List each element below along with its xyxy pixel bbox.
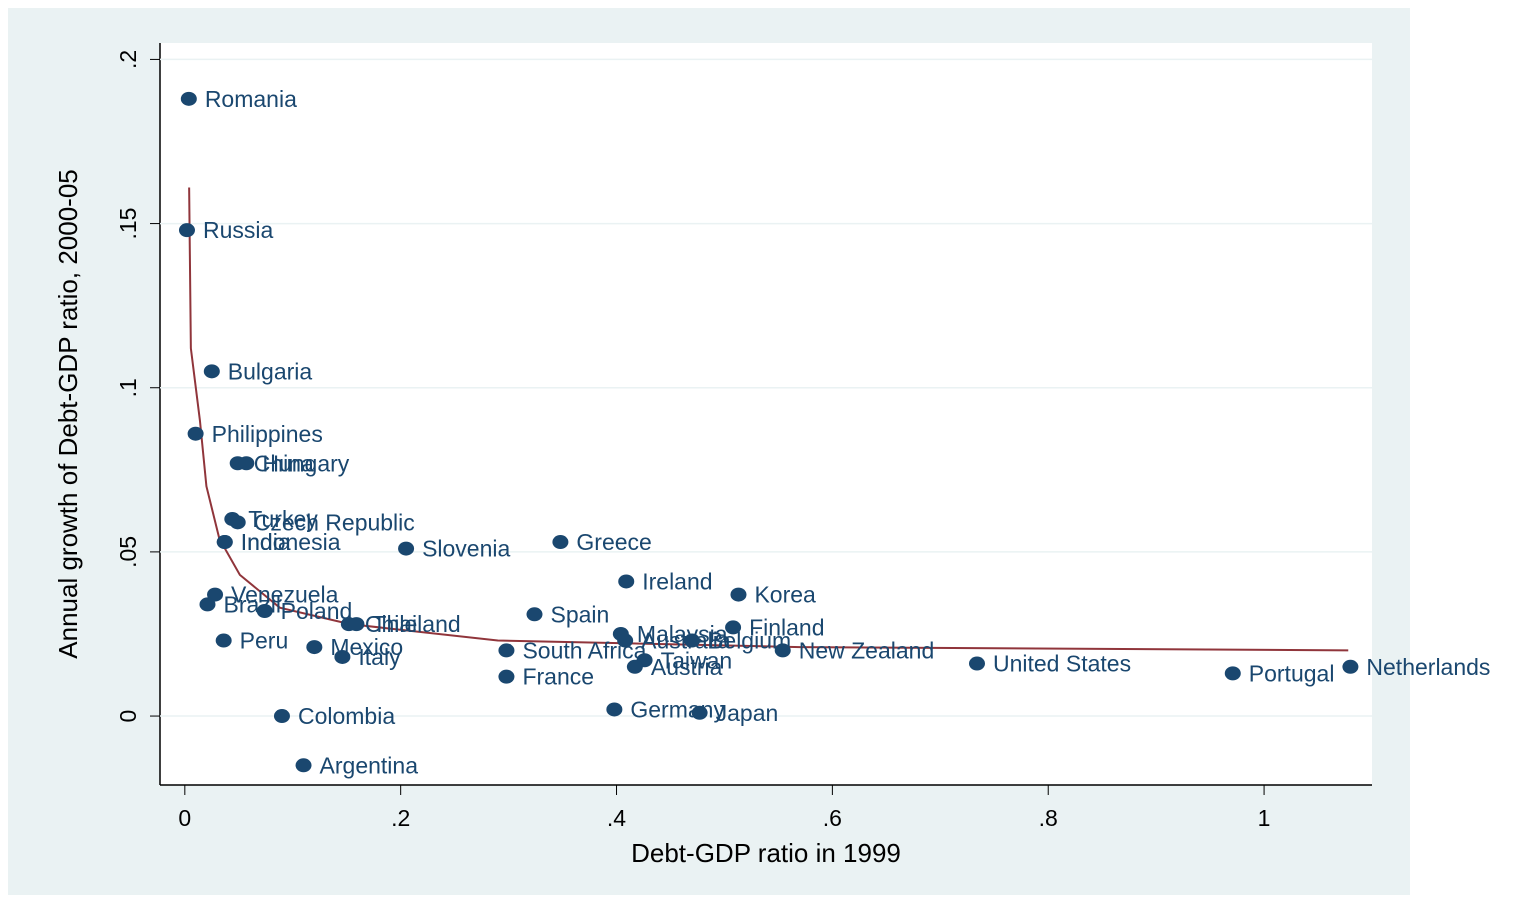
y-tick-label: .2 — [115, 50, 141, 69]
point — [229, 515, 246, 530]
point — [306, 640, 323, 655]
y-axis-title: Annual growth of Debt-GDP ratio, 2000-05 — [53, 169, 83, 658]
point — [178, 223, 195, 238]
point-label: Poland — [281, 598, 353, 624]
point — [498, 669, 515, 684]
point — [238, 456, 255, 471]
point — [968, 656, 985, 671]
point-label: Greece — [576, 529, 651, 555]
point-label: Philippines — [212, 421, 323, 447]
point — [1224, 666, 1241, 681]
point — [295, 758, 312, 773]
point-label: Italy — [358, 644, 401, 670]
point-label: Slovenia — [422, 536, 510, 562]
point-label: Chile — [365, 611, 417, 637]
point — [617, 633, 634, 648]
point-label: Venezuela — [231, 582, 339, 608]
point-label: Turkey — [248, 506, 318, 532]
point — [526, 607, 543, 622]
point — [1342, 659, 1359, 674]
point-label: Korea — [754, 582, 816, 608]
point-label: Brazil — [223, 592, 281, 618]
point-label: Thailand — [372, 611, 460, 637]
point-label: New Zealand — [799, 637, 935, 663]
point-label: Czech Republic — [254, 509, 415, 535]
y-tick-label: .05 — [115, 536, 141, 568]
fit-line — [188, 187, 1349, 652]
point — [180, 91, 197, 106]
point — [187, 426, 204, 441]
point — [691, 705, 708, 720]
point-label: Ireland — [642, 569, 712, 595]
point-label: India — [241, 529, 291, 555]
point-label: Peru — [240, 628, 289, 654]
y-tick-label: .15 — [115, 208, 141, 240]
point-label: France — [522, 664, 594, 690]
plot-area — [160, 43, 1372, 785]
point-label: Bulgaria — [228, 358, 313, 384]
point — [498, 643, 515, 658]
point — [730, 587, 747, 602]
point — [725, 620, 742, 635]
point — [774, 643, 791, 658]
point-label: Indonesia — [241, 529, 341, 555]
point — [256, 603, 273, 618]
point — [203, 364, 220, 379]
point — [552, 535, 569, 550]
point-label: Romania — [205, 86, 297, 112]
point-label: Russia — [203, 217, 274, 243]
point-label: Japan — [716, 700, 779, 726]
x-tick-label: .8 — [1039, 805, 1058, 831]
point — [273, 709, 290, 724]
point — [398, 541, 415, 556]
point-label: Argentina — [320, 752, 419, 778]
x-tick-label: .2 — [391, 805, 410, 831]
point — [606, 702, 623, 717]
point-label: Germany — [630, 697, 725, 723]
point-label: Netherlands — [1366, 654, 1490, 680]
point — [618, 574, 635, 589]
point-label: South Africa — [522, 637, 646, 663]
y-tick-label: 0 — [115, 710, 141, 723]
point-label: Portugal — [1249, 660, 1335, 686]
point — [215, 633, 232, 648]
x-tick-label: .6 — [823, 805, 842, 831]
point-label: China — [254, 450, 314, 476]
y-tick-label: .1 — [115, 378, 141, 397]
point-label: Colombia — [298, 703, 395, 729]
point — [207, 587, 224, 602]
x-tick-label: 1 — [1258, 805, 1271, 831]
point-label: Austria — [651, 654, 723, 680]
x-tick-label: .4 — [607, 805, 626, 831]
x-axis-title: Debt-GDP ratio in 1999 — [631, 838, 901, 868]
point — [216, 535, 233, 550]
point — [348, 617, 365, 632]
point-label: Malaysia — [637, 621, 728, 647]
point-label: Spain — [551, 601, 610, 627]
x-tick-label: 0 — [178, 805, 191, 831]
point — [684, 633, 701, 648]
point — [334, 649, 351, 664]
point — [199, 597, 216, 612]
point-label: Finland — [749, 614, 824, 640]
point-label: Taiwan — [661, 647, 733, 673]
point — [626, 659, 643, 674]
point-label: Hungary — [262, 450, 349, 476]
point-label: United States — [993, 651, 1131, 677]
